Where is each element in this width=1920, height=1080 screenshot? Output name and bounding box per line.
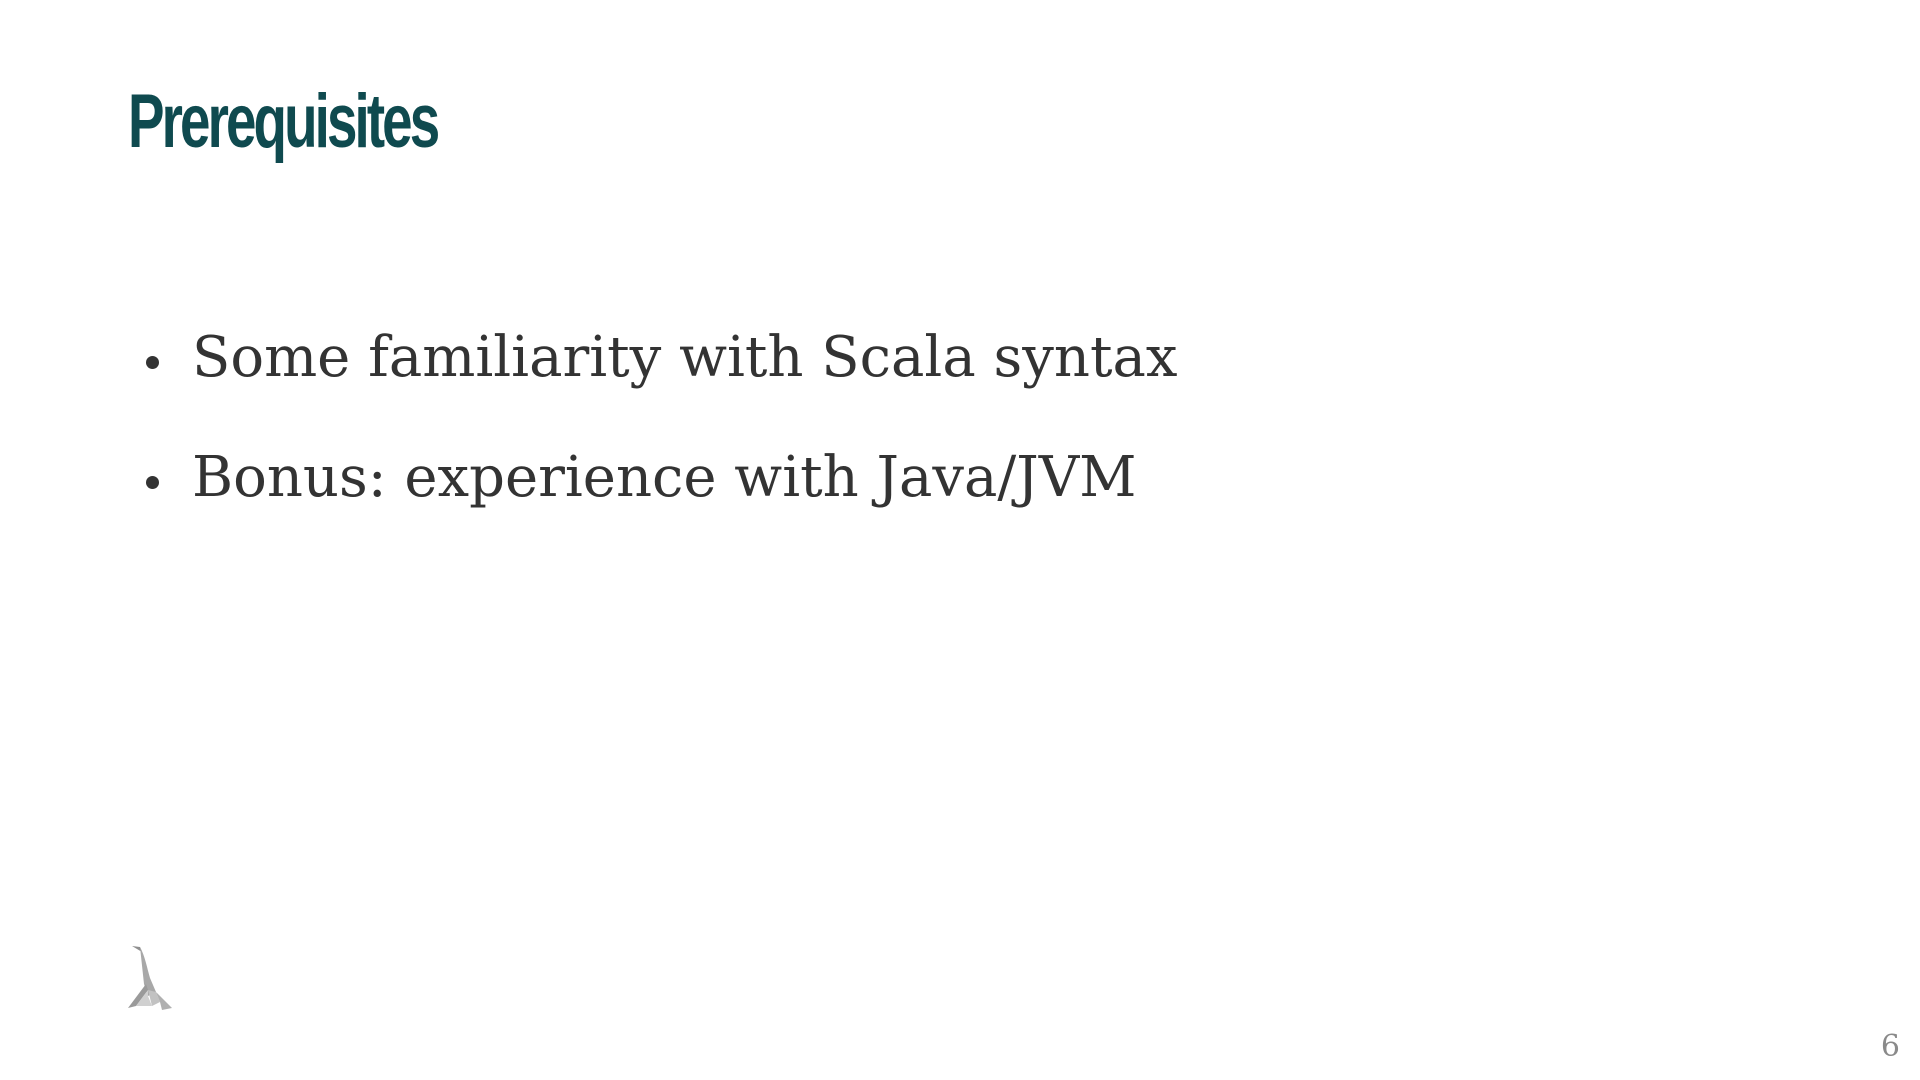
bullet-icon (146, 356, 159, 369)
lambda-logo-icon (126, 944, 178, 1012)
slide-number: 6 (1880, 1029, 1900, 1064)
bullet-text: Bonus: experience with Java/JVM (192, 445, 1137, 510)
bullet-list: Some familiarity with Scala syntax Bonus… (140, 330, 1177, 570)
list-item: Bonus: experience with Java/JVM (140, 450, 1177, 506)
list-item: Some familiarity with Scala syntax (140, 330, 1177, 386)
bullet-text: Some familiarity with Scala syntax (192, 325, 1178, 390)
bullet-icon (146, 476, 159, 489)
slide-title: Prerequisites (128, 79, 440, 164)
